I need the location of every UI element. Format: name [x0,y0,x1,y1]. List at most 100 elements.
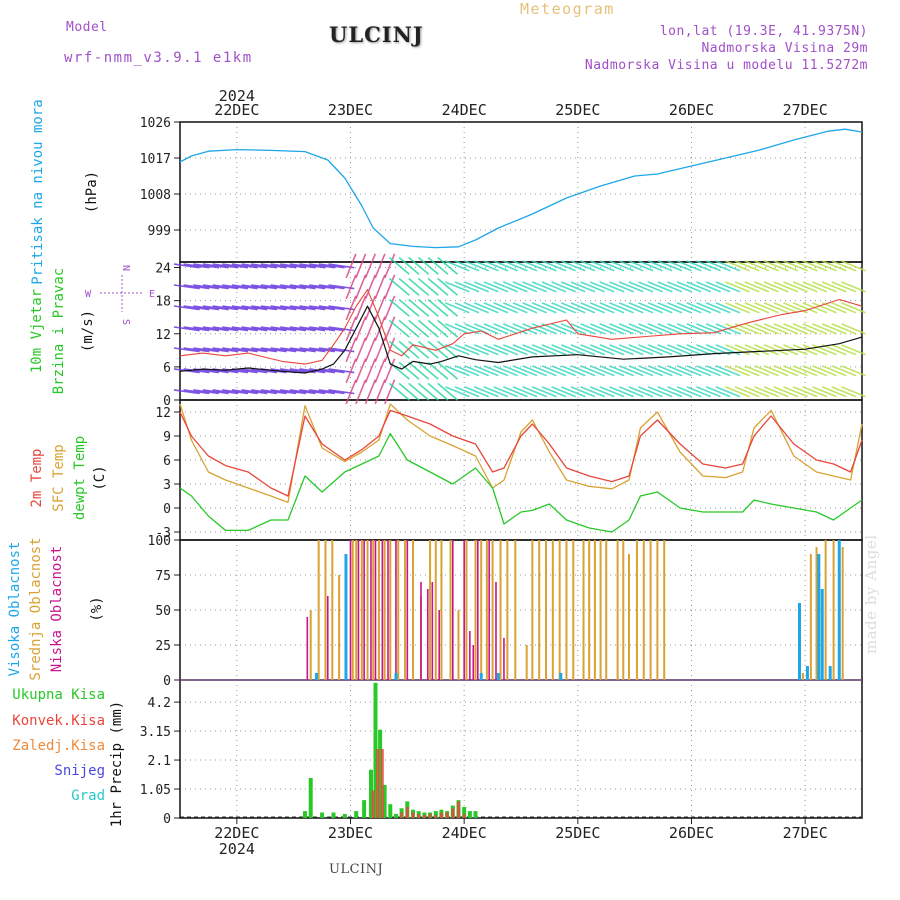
wind-barb [280,368,307,374]
wind-barb [345,337,357,363]
wind-barb [638,260,663,272]
wind-barb [318,326,345,332]
wind-barb [599,344,625,356]
wind-barb [560,260,586,272]
wind-barb [531,260,557,272]
wind-barb [812,260,837,272]
top-date-label: 25DEC [555,101,600,119]
wind-barb [560,344,586,356]
temp-2m-line [179,409,863,497]
wind-barb [483,260,509,272]
bottom-year-label: 2024 [219,840,255,858]
wind-barb [427,319,449,338]
wind-barb [473,323,499,335]
wind-barb [374,295,386,321]
wind-barb [773,386,799,398]
wind-barb [725,281,750,293]
wind-barb [437,361,459,380]
wind-barb [763,386,789,398]
top-date-label: 22DEC [214,101,259,119]
wind-barb [260,284,287,290]
wind-barb [355,295,367,321]
wind-barb [821,365,847,377]
wind-barb [260,347,287,353]
wind-barb [705,386,731,398]
wind-barb [783,260,808,272]
wind-barb [280,326,307,332]
wind-barb [464,344,489,356]
wind-barb [318,389,345,395]
wind-barb [638,302,663,314]
wind-barb [444,302,470,314]
wind-barb [522,365,547,377]
wind-barb [417,361,439,380]
wind-barb [318,305,345,311]
wind-barb [531,344,557,356]
wind-barb [503,281,528,293]
wind-barb [754,260,779,272]
cloud-unit-label: (%) [89,596,105,621]
wind-barb [444,323,470,335]
wind-barb [696,365,721,377]
wind-barb [483,323,509,335]
wind-barb [609,386,634,398]
wind-barb [841,365,866,377]
wind-barb [173,284,200,290]
low-cloud-axis-label: Niska Oblacnost [49,546,65,672]
wind-barb [512,281,538,293]
wind-barb [512,302,538,314]
wind-barb [715,281,741,293]
wind-barb [734,386,760,398]
wind-barb [202,389,229,395]
wind-barb [241,284,268,290]
wind-barb [270,326,297,332]
precip-bar [320,812,325,818]
high-cloud-axis-label: Visoka Oblacnost [7,542,23,677]
top-date-label: 24DEC [442,101,487,119]
wind-barb [618,281,644,293]
wind-barb [374,358,386,384]
wind-barb [821,386,847,398]
wind-barb [355,379,367,405]
wind-barb [725,323,750,335]
wind-barb [251,305,278,311]
panel-frame-pressure [179,121,863,263]
wind-barb [541,344,567,356]
wind-barb [280,284,307,290]
wind-barb [647,386,673,398]
wind-barb [667,386,692,398]
wind-barb [725,386,750,398]
wind-barb [241,263,268,269]
precip-bar [473,811,478,818]
wind-barb [551,302,577,314]
wind-barb [483,386,509,398]
precip-bar [417,813,421,818]
footer-station: ULCINJ [329,862,384,877]
precip-legend-item: Konvek.Kisa [12,713,105,729]
wind-barb [483,302,509,314]
wind-barb [299,305,326,311]
wind-barb [541,386,567,398]
wind-barb [647,260,673,272]
wind-barb [202,305,229,311]
sfc-temp-axis-label: SFC Temp [51,444,67,511]
wind-barb [364,337,377,363]
y-tick-label: 1.05 [140,783,171,798]
wind-barb [638,344,663,356]
wind-barb [270,347,297,353]
wind-barb [609,344,634,356]
wind-axis-label: 10m Vjetar [29,289,45,373]
wind-barb [193,347,220,353]
precip-bar [433,811,438,818]
wind-barb [657,302,683,314]
wind-barb [212,284,239,290]
wind-barb [417,319,439,338]
wind-barb [831,260,857,272]
wind-barb [589,281,615,293]
wind-barb [570,323,596,335]
wind-barb [437,298,459,317]
precip-legend-item: Grad [71,788,105,804]
precip-bar [394,813,398,818]
wind-barb [345,358,357,384]
wind-barb [437,256,459,275]
